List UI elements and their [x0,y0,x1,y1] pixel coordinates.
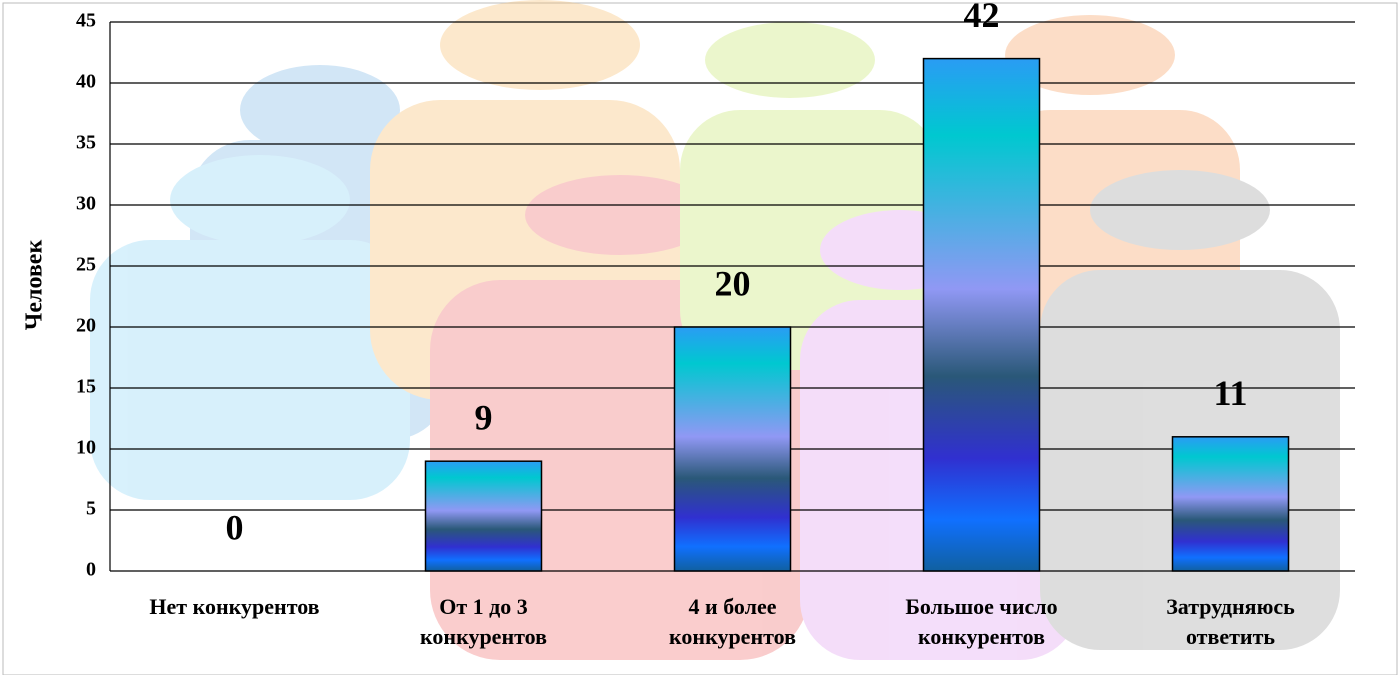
value-label: 42 [964,0,1000,35]
y-tick-label: 20 [76,315,96,337]
y-tick-label: 45 [76,10,96,32]
y-tick-label: 15 [76,376,96,398]
value-label: 9 [475,397,493,437]
y-tick-label: 10 [76,437,96,459]
value-label: 0 [226,507,244,547]
x-tick-label: Большое число конкурентов [905,594,1058,649]
value-label: 20 [715,263,751,303]
x-tick-label: Затрудняюсь ответить [1166,594,1295,649]
x-tick-label: 4 и более конкурентов [669,594,796,649]
x-tick-label: Нет конкурентов [149,594,320,619]
y-tick-label: 40 [76,71,96,93]
bar [922,57,1041,572]
bar [673,326,792,572]
y-axis-title: Человек [22,240,48,331]
y-tick-label: 0 [86,559,96,581]
x-tick-label: От 1 до 3 конкурентов [420,594,547,649]
y-tick-label: 35 [76,132,96,154]
value-label: 11 [1213,373,1247,413]
bar [424,460,543,572]
bar [1171,436,1290,572]
y-tick-label: 25 [76,254,96,276]
y-tick-label: 30 [76,193,96,215]
y-tick-label: 5 [86,498,96,520]
